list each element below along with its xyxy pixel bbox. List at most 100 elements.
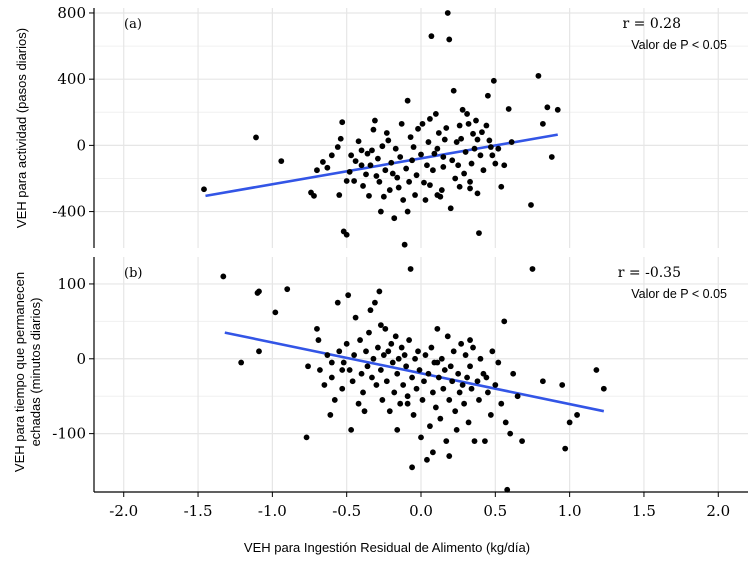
data-point (372, 117, 378, 124)
data-point (476, 397, 482, 403)
data-point (461, 400, 468, 407)
data-point (443, 125, 450, 131)
data-point (422, 352, 429, 358)
data-point (456, 183, 463, 190)
data-point (474, 136, 481, 143)
data-point (253, 134, 259, 141)
data-point (456, 389, 463, 396)
data-point (383, 130, 390, 136)
data-point (394, 370, 401, 377)
data-point (473, 117, 479, 124)
data-point (501, 162, 508, 169)
data-point (465, 120, 472, 127)
data-point (498, 400, 505, 407)
data-point (392, 333, 399, 340)
data-point (467, 178, 473, 185)
data-point (482, 438, 488, 445)
data-point (339, 119, 346, 126)
data-point (458, 135, 465, 142)
data-point (432, 404, 439, 411)
data-point (374, 155, 381, 162)
data-point (383, 378, 390, 385)
x-tick-label: 1.5 (632, 502, 656, 520)
y-tick-label: 800 (57, 4, 86, 22)
data-point (364, 363, 371, 370)
data-point (514, 393, 521, 400)
data-point (367, 307, 374, 314)
data-point (450, 348, 457, 355)
data-point (470, 130, 476, 137)
data-point (449, 378, 456, 385)
data-point (467, 337, 473, 343)
data-point (352, 158, 359, 165)
data-point (355, 400, 362, 407)
r-value-a: r = 0.28 (623, 16, 682, 32)
data-point (401, 352, 408, 358)
data-point (458, 340, 465, 347)
data-point (369, 147, 375, 154)
data-point (348, 426, 355, 433)
data-point (334, 299, 341, 306)
data-point (336, 348, 343, 355)
data-point (346, 168, 353, 175)
data-point (256, 348, 262, 355)
data-point (366, 329, 372, 336)
data-point (505, 106, 512, 112)
data-point (539, 120, 546, 127)
data-point (376, 178, 383, 185)
data-point (459, 106, 466, 113)
data-point (446, 453, 453, 459)
data-point (574, 412, 580, 418)
data-point (331, 397, 338, 403)
data-point (432, 111, 439, 117)
data-point (440, 385, 447, 392)
data-point (529, 266, 536, 272)
data-point (484, 389, 491, 396)
data-point (600, 385, 607, 392)
data-point (421, 179, 427, 186)
data-point (391, 389, 398, 396)
data-point (389, 170, 396, 177)
data-point (429, 449, 436, 456)
data-point (363, 348, 369, 355)
data-point (397, 400, 404, 407)
data-point (369, 374, 375, 381)
data-point (479, 129, 485, 136)
data-point (220, 273, 227, 280)
data-point (429, 389, 436, 396)
p-value-b: Valor de P < 0.05 (631, 287, 727, 301)
data-point (418, 151, 424, 158)
data-point (395, 184, 402, 191)
data-point (361, 408, 368, 415)
data-point (437, 415, 444, 422)
data-point (388, 340, 395, 347)
data-point (386, 187, 393, 193)
data-point (328, 359, 335, 366)
data-point (339, 367, 346, 373)
fit-line-a (205, 133, 558, 198)
data-point (535, 72, 542, 79)
data-point (388, 159, 395, 166)
data-point (519, 438, 525, 445)
data-point (404, 393, 411, 400)
data-point (471, 145, 478, 152)
data-point (377, 322, 384, 329)
data-point (487, 412, 494, 418)
data-point (508, 139, 515, 145)
data-point (501, 318, 508, 325)
data-point (346, 367, 353, 373)
data-point (324, 352, 331, 358)
y-tick-label: 0 (76, 350, 86, 368)
data-point (495, 145, 502, 152)
data-point (559, 382, 566, 388)
data-point (343, 231, 350, 238)
data-point (340, 359, 347, 366)
data-point (352, 314, 359, 321)
data-point (409, 464, 415, 471)
x-tick-label: -1.0 (258, 502, 287, 520)
data-point (446, 36, 453, 43)
data-point (351, 178, 358, 184)
data-point (343, 340, 350, 347)
data-point (201, 186, 207, 193)
data-point (355, 138, 362, 145)
